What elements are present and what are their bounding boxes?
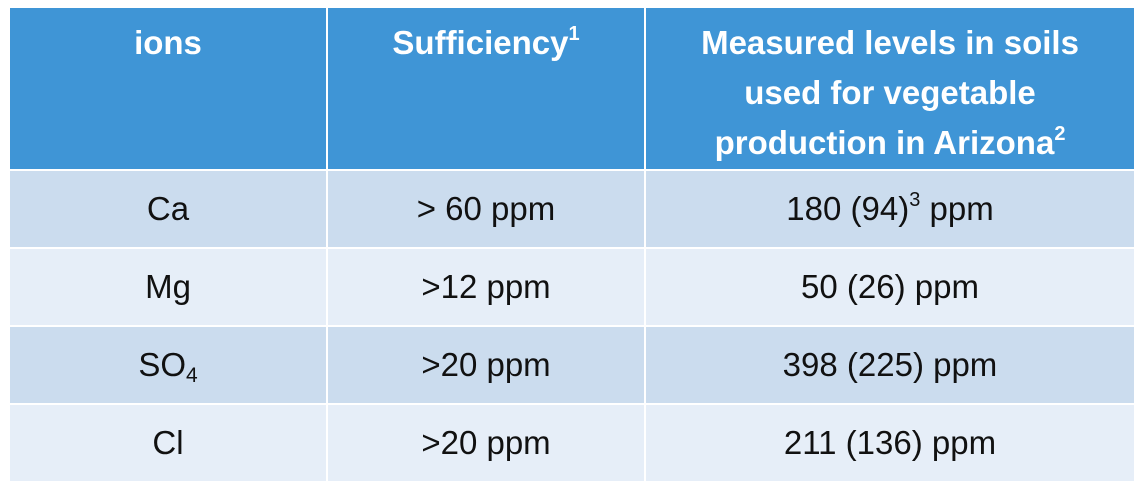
header-measured-levels: Measured levels in soils used for vegeta… [644, 6, 1136, 171]
header-sufficiency: Sufficiency1 [326, 6, 646, 171]
measured-cell: 180 (94)3 ppm [644, 169, 1136, 249]
table-row: Mg >12 ppm 50 (26) ppm [8, 247, 1136, 327]
table-row: Ca > 60 ppm 180 (94)3 ppm [8, 169, 1136, 249]
footnote-3: 3 [909, 189, 921, 211]
sufficiency-cell: >20 ppm [326, 325, 646, 405]
ion-cell: Cl [8, 403, 328, 483]
table-row: SO4 >20 ppm 398 (225) ppm [8, 325, 1136, 405]
soil-ions-table: ions Sufficiency1 Measured levels in soi… [8, 6, 1136, 483]
table-row: Cl >20 ppm 211 (136) ppm [8, 403, 1136, 483]
sufficiency-cell: >12 ppm [326, 247, 646, 327]
header-row: ions Sufficiency1 Measured levels in soi… [8, 6, 1136, 171]
sufficiency-cell: > 60 ppm [326, 169, 646, 249]
measured-cell: 398 (225) ppm [644, 325, 1136, 405]
ion-cell: SO4 [8, 325, 328, 405]
measured-cell: 50 (26) ppm [644, 247, 1136, 327]
measured-cell: 211 (136) ppm [644, 403, 1136, 483]
ion-cell: Ca [8, 169, 328, 249]
footnote-1: 1 [568, 23, 580, 45]
footnote-2: 2 [1054, 123, 1066, 145]
header-ions: ions [8, 6, 328, 171]
sufficiency-cell: >20 ppm [326, 403, 646, 483]
ion-cell: Mg [8, 247, 328, 327]
